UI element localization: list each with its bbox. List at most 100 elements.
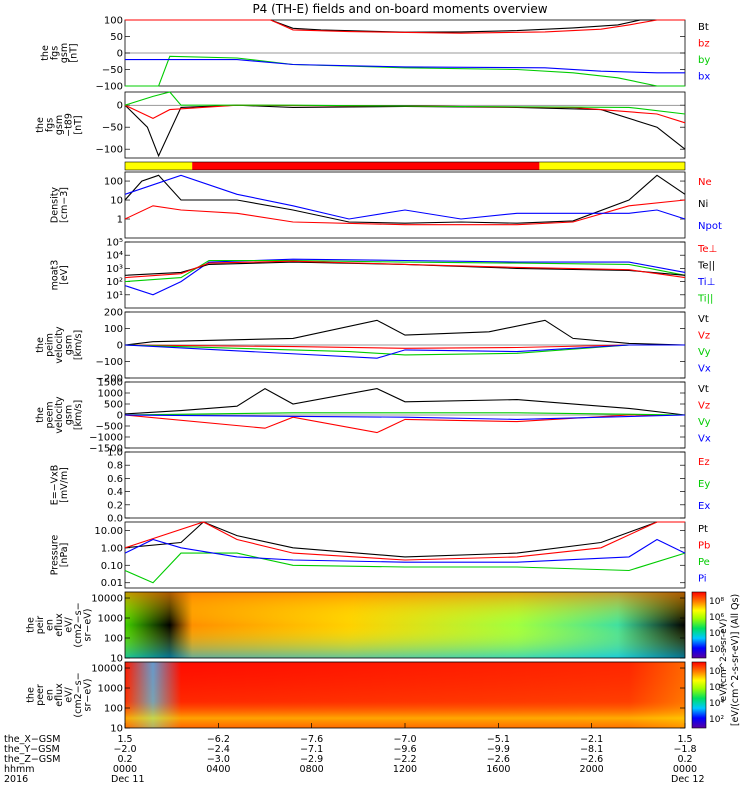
x-column-value: −7.0 (393, 734, 416, 745)
x-column-value: 1600 (486, 764, 510, 775)
x-column-value: 0000 (113, 764, 137, 775)
legend-entry: Vx (698, 363, 711, 374)
panels: 100500−50−100thefgsgsm[nT]Btbzbybx0−50−1… (26, 16, 722, 735)
legend-entry: Vy (698, 347, 711, 358)
x-row-label: the_Y−GSM (4, 744, 60, 755)
x-column-value: 1200 (393, 764, 417, 775)
legend-entry: Vt (698, 314, 709, 325)
y-tick-label: 10 (110, 196, 123, 207)
y-axis-title-line: [km/s] (73, 400, 84, 430)
plot-frame (124, 171, 686, 239)
legend-entry: Pb (698, 540, 710, 551)
y-tick-label: 1000 (98, 614, 123, 625)
y-tick-label: 0.6 (107, 474, 123, 485)
series-Ti|| (124, 259, 686, 283)
y-tick-label: 10⁴ (106, 251, 123, 262)
y-tick-label: 10 (110, 724, 123, 735)
y-tick-label: −50 (102, 65, 123, 76)
y-axis-title-line: eV/ (64, 686, 75, 702)
y-tick-label: 0.4 (107, 487, 123, 498)
y-tick-label: 0 (117, 101, 123, 112)
y-tick-label: 100 (104, 634, 123, 645)
y-axis-title-line: Density (49, 187, 60, 223)
y-axis-title-line: velocity (54, 326, 65, 364)
y-axis-title-line: (cm2−s− (73, 602, 84, 647)
x-column-value: 1.5 (117, 734, 132, 745)
y-tick-label: 1.0 (107, 448, 123, 459)
x-column-value: −2.6 (487, 754, 510, 765)
y-axis-title-line: [mV/m] (59, 467, 70, 503)
y-axis-title-line: [km/s] (73, 330, 84, 360)
series-Vx (124, 344, 685, 359)
y-tick-label: 100 (104, 324, 123, 335)
colorbar-tick-label: 10⁸ (709, 597, 724, 607)
series-Pt (124, 521, 685, 558)
series-Pb (124, 521, 685, 561)
y-axis-title-line: gsm (64, 335, 75, 355)
y-tick-label: 10 (110, 654, 123, 665)
colorbar-tick-label: 10⁴ (709, 629, 724, 639)
x-column-value: −9.6 (393, 744, 416, 755)
series-dBz (124, 104, 686, 124)
y-axis-title-line: the (26, 687, 37, 703)
panel-pressure: 10.00 1.00 0.10 0.01 Pressure[nPa] Pt Pb Pe Pi (49, 521, 710, 589)
y-axis-title-line: peim (45, 333, 56, 357)
x-column-value: −2.0 (113, 744, 136, 755)
x-column-value: 0000 (673, 764, 697, 775)
legend-entry: Pe (698, 557, 710, 568)
legend-entry: Vx (698, 433, 711, 444)
mode-bar-segment (192, 162, 540, 170)
y-tick-label: 1000 (98, 684, 123, 695)
y-axis-title-line: [nT] (68, 43, 79, 62)
y-tick-label: 0.0 (107, 514, 123, 525)
legend-entry: by (698, 55, 710, 66)
colorbar-tick-label: 10⁴ (709, 699, 724, 709)
legend-entry: Te|| (697, 260, 715, 271)
plot-frame (124, 591, 686, 659)
y-tick-label: −100 (96, 145, 123, 156)
y-axis-title-line: eflux (54, 683, 65, 707)
y-axis-title-line: −t89 (64, 113, 75, 137)
series-Pe (124, 552, 686, 584)
y-axis-title-line: eflux (54, 613, 65, 637)
y-axis-title-line: peir (35, 616, 46, 635)
legend-entry: Ti|| (697, 293, 713, 304)
y-tick-label: −50 (102, 123, 123, 134)
y-axis-title-line: eV/ (64, 616, 75, 632)
x-row-label: 2016 (4, 774, 28, 785)
panel-temperature: 10⁵ 10⁴ 10³ 10² 10¹ moat3[eV] Te⊥ Te|| Ti⊥ Ti|| (49, 238, 717, 309)
legend-entry: Ne (698, 177, 712, 188)
y-axis-title-line: E=−VxB (49, 465, 60, 506)
legend-entry: Te⊥ (697, 244, 717, 255)
y-axis-title-line: gsm (59, 43, 70, 63)
y-axis-title-line: moat3 (49, 260, 60, 291)
legend-entry: Vy (698, 417, 711, 428)
colorbar-tick-label: 10² (709, 715, 724, 725)
y-tick-label: 100 (104, 16, 123, 27)
colorbar-tick-label: 10⁶ (709, 683, 724, 693)
y-axis-title-line: gsm (54, 115, 65, 135)
y-tick-label: 10³ (106, 264, 123, 275)
legend-entry: bx (698, 71, 710, 82)
spectrogram-overlay (125, 662, 685, 728)
series-Bt (125, 19, 685, 33)
colorbar-tick-label: 10⁶ (709, 613, 724, 623)
series-Pi (124, 538, 686, 563)
y-axis-title-line: Pressure (49, 535, 60, 576)
series-bx (125, 59, 685, 74)
x-column-value: 1.5 (677, 734, 692, 745)
x-column-value: −2.1 (580, 734, 603, 745)
x-column-value: −2.2 (393, 754, 416, 765)
x-column-value: −1.8 (673, 744, 696, 755)
x-column-value: −6.2 (207, 734, 230, 745)
legend-entry: Bt (698, 22, 709, 33)
y-tick-label: 50 (110, 32, 123, 43)
mode-bar-segment (539, 162, 685, 170)
y-tick-label: −1000 (89, 433, 123, 444)
legend-entry: Ez (698, 457, 710, 468)
y-axis-title-line: the (35, 117, 46, 133)
x-column-value: −2.4 (207, 744, 230, 755)
y-axis-title-line: velocity (54, 396, 65, 434)
